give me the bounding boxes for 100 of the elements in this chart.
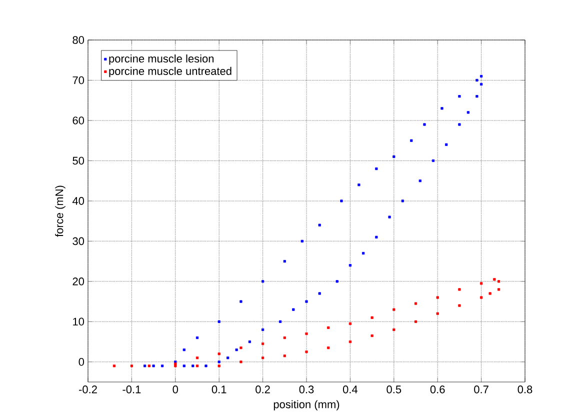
legend-label: porcine muscle untreated xyxy=(109,66,232,78)
point xyxy=(493,278,496,281)
point xyxy=(418,180,422,182)
y-axis-title: force (mN) xyxy=(55,186,66,237)
y-tick-label: 0 xyxy=(78,358,84,366)
point xyxy=(283,354,286,358)
point xyxy=(348,340,352,344)
point xyxy=(240,300,242,303)
y-tick-label: 70 xyxy=(72,76,84,84)
point xyxy=(130,364,133,368)
point xyxy=(160,364,164,368)
point xyxy=(497,280,500,283)
point xyxy=(262,356,264,360)
x-tick-label: 0.2 xyxy=(256,386,270,394)
point xyxy=(300,240,304,242)
point xyxy=(392,308,396,311)
point xyxy=(218,320,220,323)
point xyxy=(262,280,264,283)
x-tick-label: 0.5 xyxy=(386,386,402,394)
point xyxy=(436,296,439,299)
point xyxy=(480,82,483,86)
point xyxy=(240,346,242,350)
y-tick-label: 50 xyxy=(72,156,84,165)
point xyxy=(204,364,208,368)
point xyxy=(112,364,116,368)
x-tick-label: 0.3 xyxy=(299,386,314,394)
point xyxy=(480,296,483,299)
legend-label: porcine muscle lesion xyxy=(109,54,214,65)
point xyxy=(423,123,426,126)
point xyxy=(327,326,330,329)
point xyxy=(358,184,360,186)
y-tick-label: 20 xyxy=(72,278,84,286)
x-tick-label: -0.2 xyxy=(79,386,97,394)
point xyxy=(192,364,194,368)
point xyxy=(218,352,220,356)
point xyxy=(292,308,295,311)
point xyxy=(327,346,330,350)
point xyxy=(375,167,378,170)
point xyxy=(432,159,435,162)
x-tick-label: 0.7 xyxy=(474,386,488,394)
point xyxy=(436,312,439,315)
point xyxy=(401,200,404,202)
point xyxy=(144,364,146,368)
point xyxy=(362,252,365,255)
point xyxy=(497,288,500,291)
point xyxy=(262,342,264,346)
point xyxy=(410,139,413,142)
point xyxy=(480,74,483,78)
point xyxy=(392,328,396,331)
point xyxy=(278,320,282,323)
point xyxy=(240,360,242,364)
x-tick-label: 0.8 xyxy=(518,386,532,394)
x-tick-label: 0.6 xyxy=(430,386,445,394)
point xyxy=(226,356,230,360)
point xyxy=(480,282,483,285)
point xyxy=(340,200,343,202)
point xyxy=(348,264,352,267)
point xyxy=(458,304,461,307)
point xyxy=(318,292,321,295)
point xyxy=(174,364,177,368)
point xyxy=(375,236,378,238)
x-tick-label: 0 xyxy=(172,386,178,394)
point xyxy=(458,288,461,291)
point xyxy=(196,356,199,360)
point xyxy=(318,224,321,226)
point xyxy=(445,143,448,146)
point xyxy=(388,216,391,218)
y-tick-label: 40 xyxy=(72,197,84,205)
point xyxy=(370,334,374,338)
point xyxy=(283,336,286,340)
point xyxy=(414,302,418,305)
point xyxy=(458,95,461,98)
point xyxy=(196,364,199,368)
y-tick-label: 60 xyxy=(72,116,84,124)
point xyxy=(414,320,418,323)
x-tick-label: 0.1 xyxy=(212,386,226,394)
point xyxy=(196,336,199,340)
point xyxy=(305,300,308,303)
point xyxy=(476,95,478,98)
point xyxy=(235,348,238,352)
point xyxy=(218,360,220,364)
point xyxy=(466,111,470,114)
point xyxy=(248,340,251,344)
point xyxy=(476,78,478,82)
point xyxy=(348,322,352,325)
y-tick-label: 10 xyxy=(73,318,84,326)
point xyxy=(305,332,308,336)
point xyxy=(218,364,220,368)
point xyxy=(458,123,461,126)
y-tick-label: 80 xyxy=(72,36,84,44)
point xyxy=(182,348,186,352)
point xyxy=(148,364,150,368)
point xyxy=(152,364,155,368)
point xyxy=(440,107,444,110)
x-axis-title: position (mm) xyxy=(274,400,340,410)
y-tick-label: 30 xyxy=(72,237,84,246)
point xyxy=(182,364,186,368)
point xyxy=(262,328,264,331)
x-tick-label: -0.1 xyxy=(122,386,141,394)
point xyxy=(488,292,492,295)
